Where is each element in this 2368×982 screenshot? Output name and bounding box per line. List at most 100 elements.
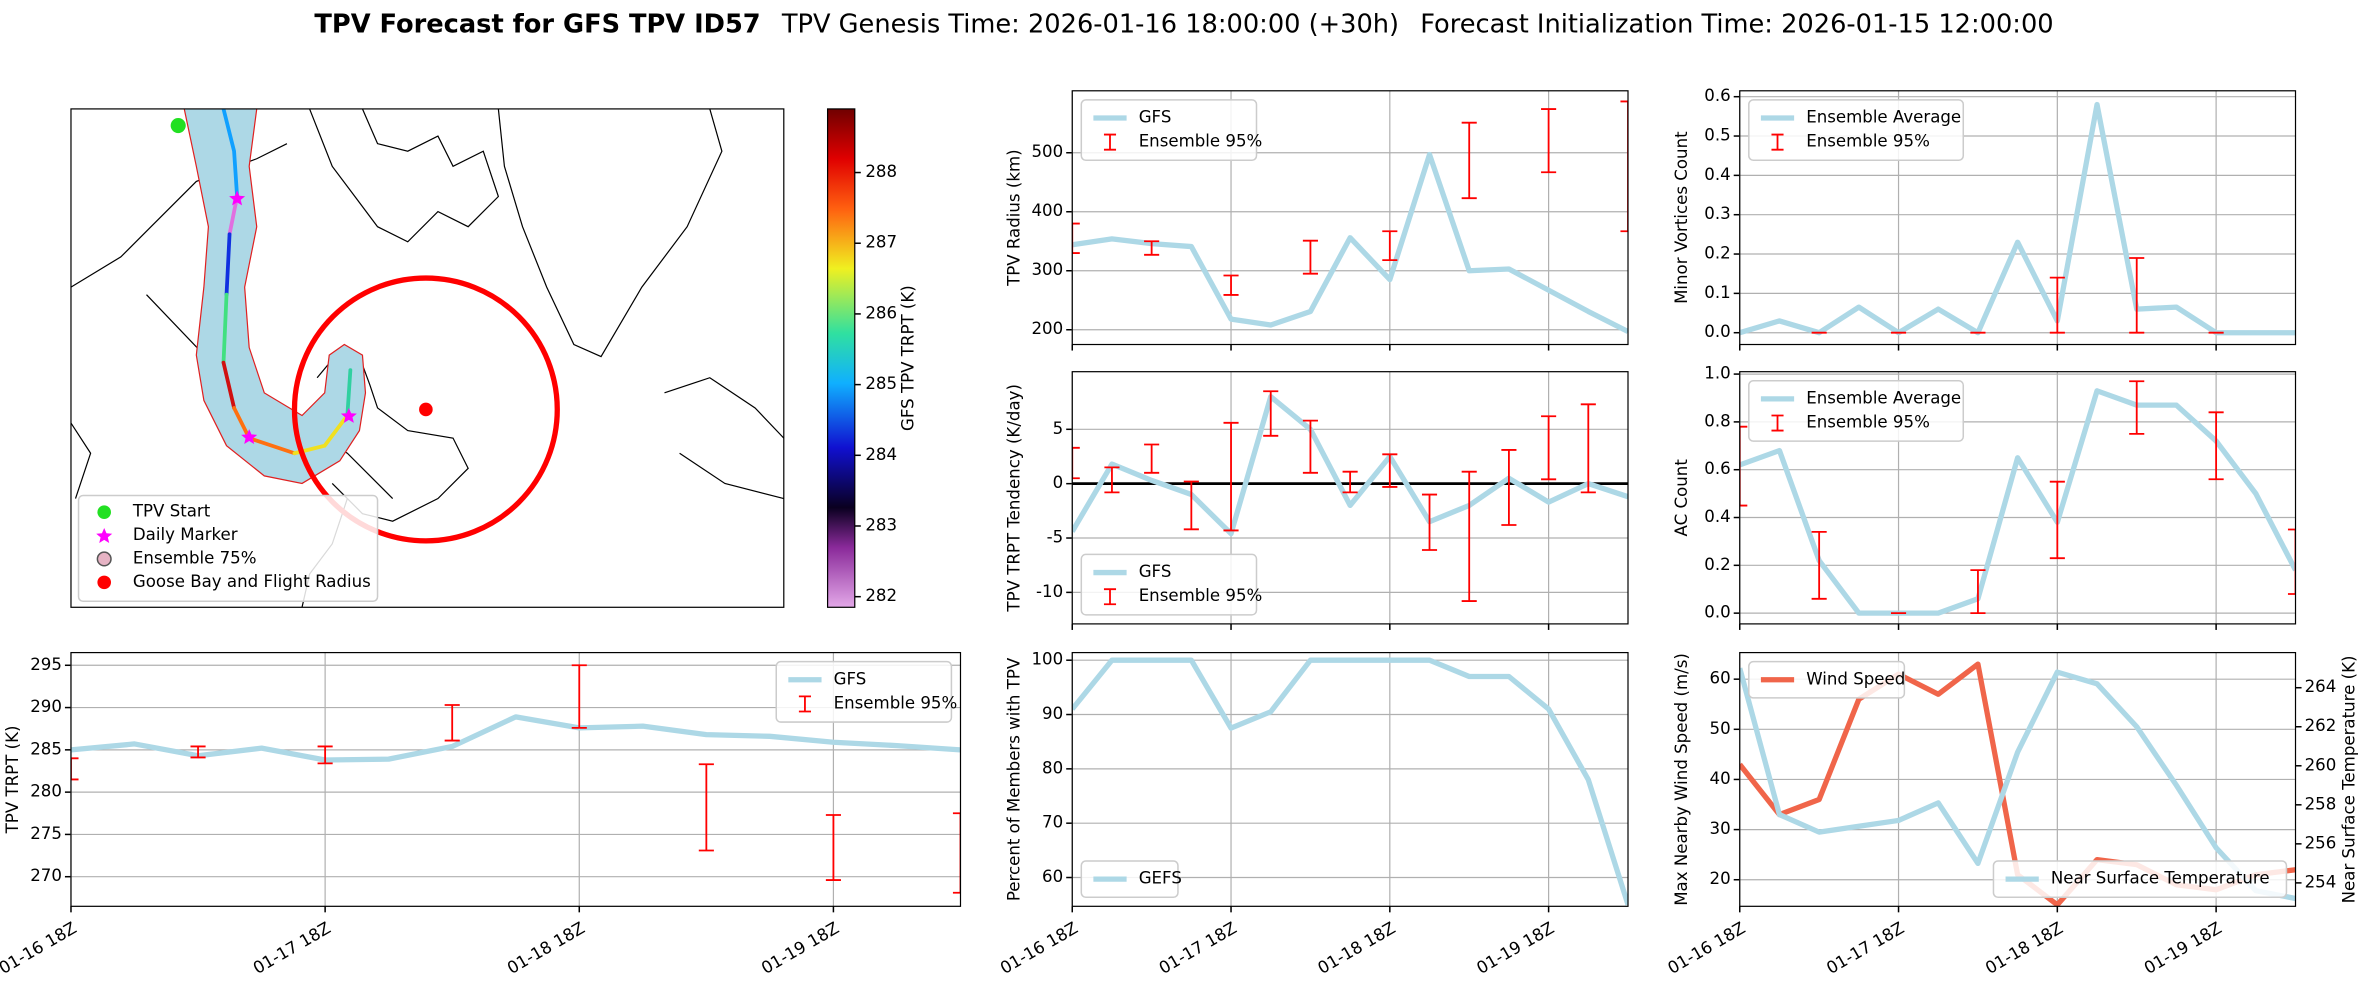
error-bar xyxy=(1739,425,1748,507)
y-tick-label: 0 xyxy=(1053,473,1064,492)
series-line xyxy=(1739,101,2296,336)
y-tick-label: 400 xyxy=(1031,201,1063,220)
error-bar xyxy=(1970,569,1986,615)
error-bar xyxy=(1144,443,1160,474)
error-bar xyxy=(1302,419,1318,474)
legend-box xyxy=(1080,553,1258,616)
suptitle: TPV Forecast for GFS TPV ID57 TPV Genesis… xyxy=(314,9,2053,39)
axes-frame xyxy=(70,651,962,907)
series-line xyxy=(1739,388,2296,616)
legend-marker xyxy=(96,528,113,543)
error-bar xyxy=(1342,470,1358,494)
error-bar xyxy=(1263,390,1279,437)
axes-frame xyxy=(1739,90,2297,346)
colorbar-tick-label: 284 xyxy=(865,445,897,464)
series-line xyxy=(1072,394,1628,537)
error-bar xyxy=(1541,108,1557,174)
error-bar xyxy=(1144,240,1160,256)
y-tick-label: 0.2 xyxy=(1704,244,1730,263)
x-tick-label: 01-16 18Z xyxy=(997,918,1081,977)
legend-label: Goose Bay and Flight Radius xyxy=(133,572,371,591)
legend-box xyxy=(1748,380,1965,442)
error-bar xyxy=(1072,222,1080,254)
y-axis-label: TPV Radius (km) xyxy=(1004,149,1023,287)
colorbar-label: GFS TPV TRPT (K) xyxy=(899,285,918,431)
series-line xyxy=(1072,657,1628,906)
y-tick-label: 295 xyxy=(30,655,62,674)
x-tick-label: 01-18 18Z xyxy=(1315,918,1399,977)
x-tick-label: 01-17 18Z xyxy=(1156,918,1240,977)
error-bar xyxy=(1183,480,1199,531)
y-tick-label: 290 xyxy=(30,697,62,716)
error-bar xyxy=(2129,257,2145,334)
legend-label: GFS xyxy=(834,669,867,688)
legend-box xyxy=(1992,860,2288,898)
error-bar xyxy=(2049,276,2065,334)
error-bar xyxy=(571,664,587,729)
error-bar xyxy=(1811,530,1827,600)
series-line xyxy=(70,714,961,763)
y2-tick-label: 260 xyxy=(2305,755,2337,774)
legend-marker xyxy=(97,575,111,590)
error-bar xyxy=(1104,466,1120,494)
legend-label: Ensemble 75% xyxy=(133,548,257,567)
error-bar xyxy=(1382,453,1398,488)
y-tick-label: 0.4 xyxy=(1704,507,1730,526)
title-init: Forecast Initialization Time: 2026-01-15… xyxy=(1420,9,2053,39)
colorbar-tick-label: 285 xyxy=(865,374,897,393)
y-tick-label: -10 xyxy=(1036,582,1063,601)
y2-tick-label: 258 xyxy=(2305,794,2337,813)
error-bar xyxy=(444,704,460,742)
legend-label: Near Surface Temperature xyxy=(2051,869,2270,888)
y-tick-label: 200 xyxy=(1031,319,1063,338)
error-bar xyxy=(2049,480,2065,560)
title-main: TPV Forecast for GFS TPV ID57 xyxy=(314,9,760,39)
colorbar-tick-label: 287 xyxy=(865,233,897,252)
colorbar-tick-label: 286 xyxy=(865,303,897,322)
y-axis-label: Max Nearby Wind Speed (m/s) xyxy=(1672,653,1691,906)
y-tick-label: -5 xyxy=(1047,528,1064,547)
y-tick-label: 0.0 xyxy=(1704,322,1730,341)
x-tick-label: 01-18 18Z xyxy=(1982,918,2066,977)
y-tick-label: 0.5 xyxy=(1704,126,1730,145)
error-bar xyxy=(698,763,714,852)
y2-tick-label: 264 xyxy=(2305,677,2337,696)
legend-label: GEFS xyxy=(1139,869,1182,888)
y-axis-label: TPV TRPT (K) xyxy=(3,726,22,835)
error-bar xyxy=(2208,411,2224,481)
y-tick-label: 285 xyxy=(30,739,62,758)
legend-swatch xyxy=(1771,133,1784,151)
legend-label: Ensemble 95% xyxy=(1806,132,1930,151)
error-bar xyxy=(2129,380,2145,435)
series-line xyxy=(1072,151,1628,334)
legend-box xyxy=(775,660,953,723)
y-axis-label: Percent of Members with TPV xyxy=(1004,657,1023,901)
series-line xyxy=(1739,667,2296,902)
y2-tick-label: 256 xyxy=(2305,833,2337,852)
legend-label: Ensemble 95% xyxy=(834,693,958,712)
y-tick-label: 0.3 xyxy=(1704,204,1730,223)
colorbar-tick-label: 288 xyxy=(865,162,897,181)
error-bar xyxy=(1223,421,1239,532)
legend-box xyxy=(1748,99,1965,162)
x-tick-label: 01-17 18Z xyxy=(1823,918,1907,977)
y-tick-label: 0.0 xyxy=(1704,603,1730,622)
error-bar xyxy=(317,745,333,765)
error-bar xyxy=(1620,100,1628,233)
legend-swatch xyxy=(1103,133,1117,151)
colorbar-tick-label: 283 xyxy=(865,515,897,534)
y-tick-label: 0.6 xyxy=(1704,459,1730,478)
x-tick-label: 01-18 18Z xyxy=(504,918,588,977)
legend-label: Ensemble 95% xyxy=(1806,413,1930,432)
y-tick-label: 275 xyxy=(30,824,62,843)
error-bar xyxy=(2287,528,2296,595)
error-bar xyxy=(1302,239,1318,275)
error-bar xyxy=(190,745,206,759)
x-tick-label: 01-17 18Z xyxy=(250,918,334,977)
error-bar xyxy=(952,812,961,894)
error-bar xyxy=(1501,449,1517,526)
error-bar xyxy=(1072,446,1080,480)
legend-swatch xyxy=(798,695,811,713)
y-tick-label: 30 xyxy=(1710,819,1731,838)
